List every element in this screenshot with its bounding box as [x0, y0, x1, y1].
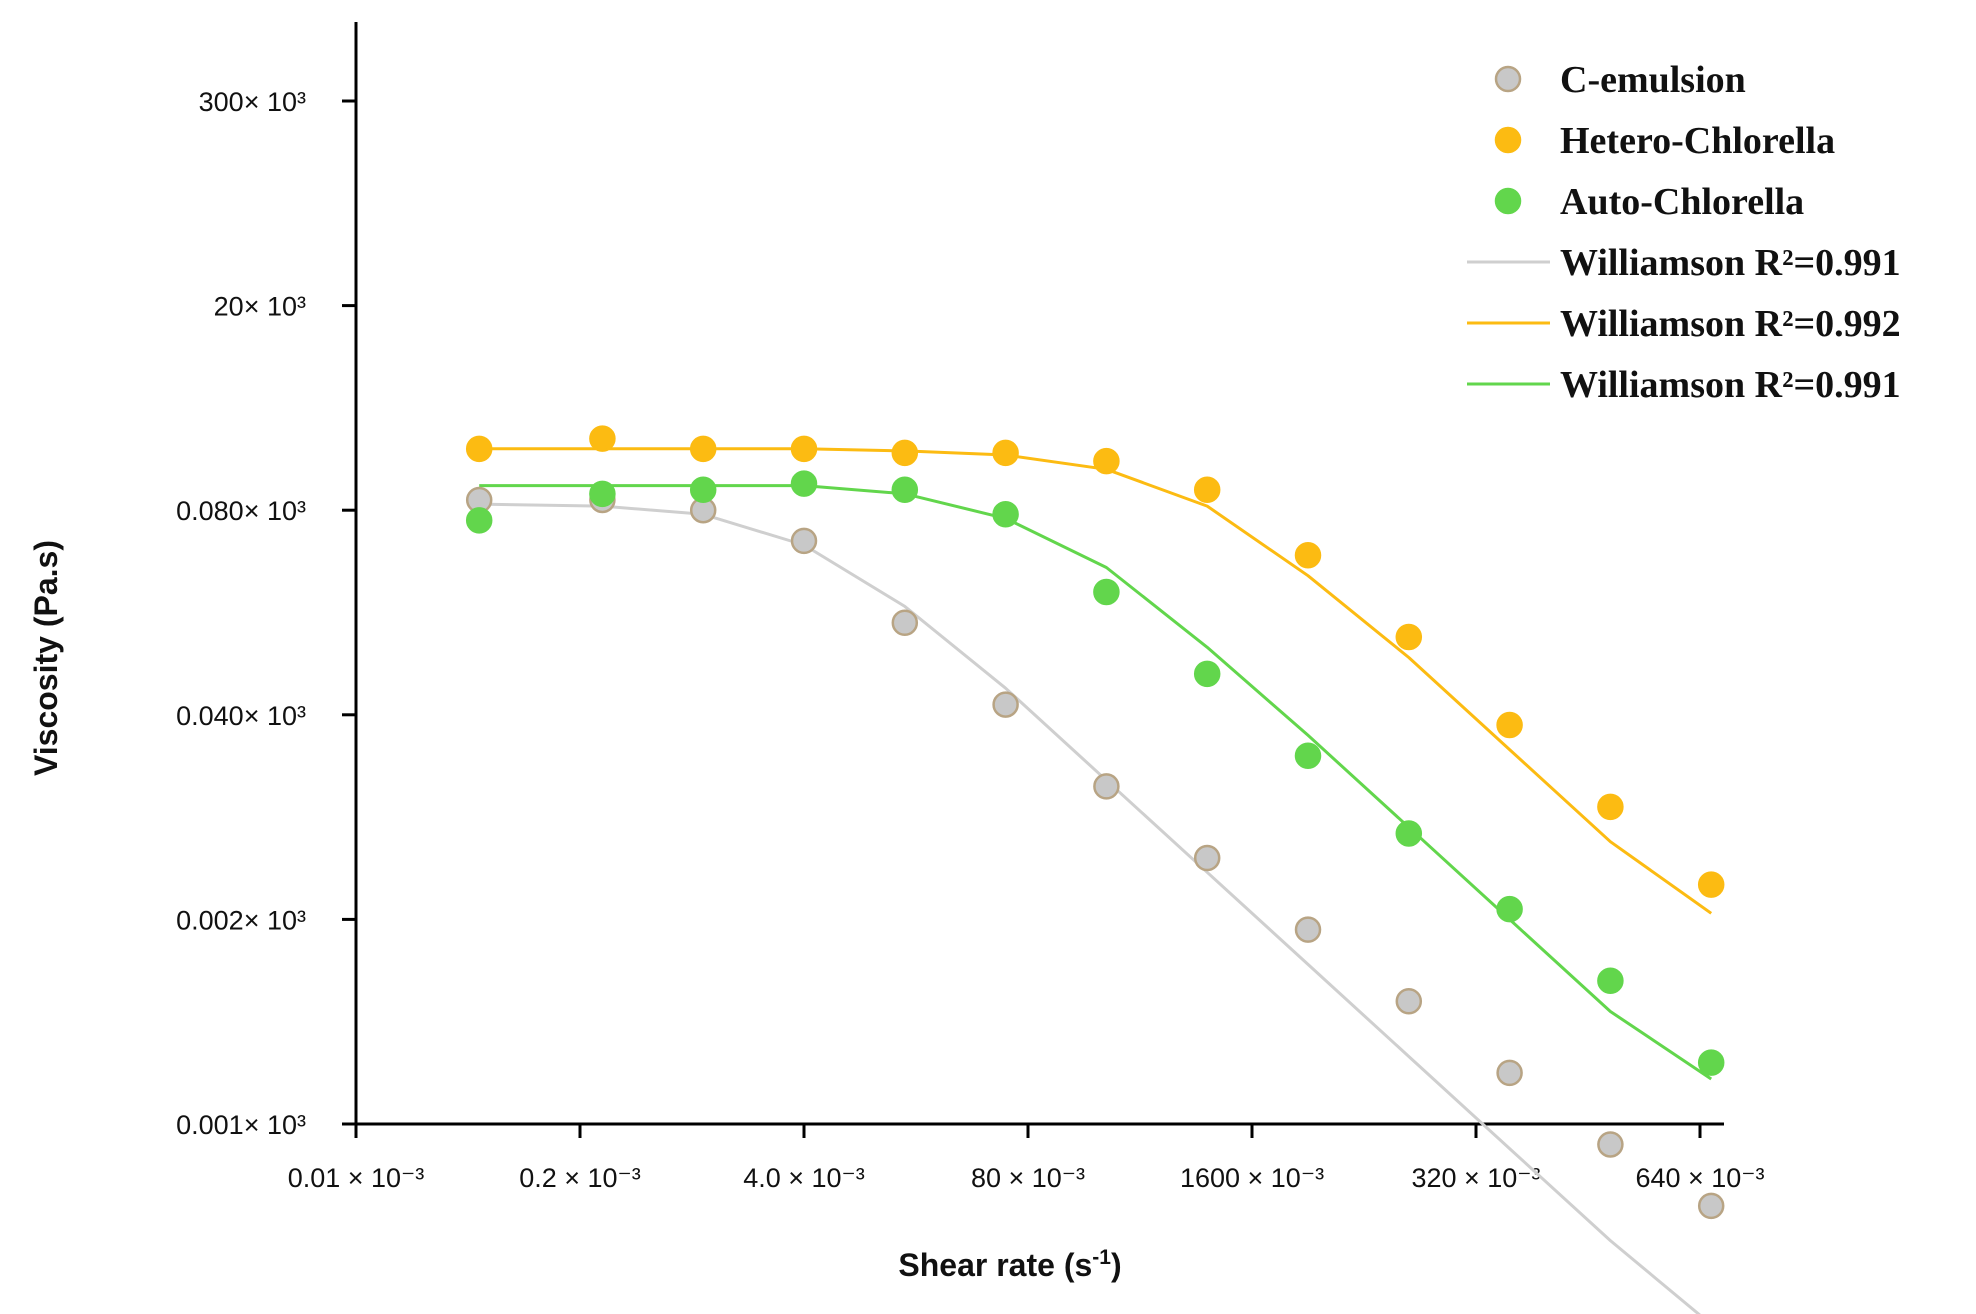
point-auto-chlorella [1697, 1049, 1725, 1076]
y-tick-number: 0.001 [176, 1110, 244, 1140]
x-tick-label: 320 × 10⁻³ [1411, 1163, 1540, 1193]
x-tick-suffix: × 10⁻³ [348, 1163, 425, 1193]
x-tick-number: 80 [971, 1163, 1009, 1193]
x-tick-number: 0.2 [519, 1163, 564, 1193]
y-tick-number: 0.040 [176, 701, 244, 731]
point-auto-chlorella [992, 501, 1019, 528]
y-tick-label: 0.002× 10³ [176, 905, 306, 935]
point-hetero-chlorella [790, 435, 818, 463]
x-ticks: 0.01 × 10⁻³ 0.2 × 10⁻³ 4.0 × 10⁻³ 80 × 10⁻³… [288, 1124, 1765, 1193]
y-tick-suffix: × 10³ [244, 1110, 306, 1140]
point-hetero-chlorella [1697, 871, 1725, 898]
point-hetero-chlorella [589, 425, 616, 452]
point-c-emulsion [790, 527, 818, 555]
x-tick-label: 0.2 × 10⁻³ [519, 1163, 641, 1193]
point-hetero-chlorella [1294, 541, 1322, 569]
point-c-emulsion [1697, 1192, 1725, 1220]
x-tick-number: 320 [1411, 1163, 1464, 1193]
legend-label: Williamson R²=0.991 [1560, 242, 1901, 284]
y-tick-label: 0.040× 10³ [176, 701, 306, 731]
point-hetero-chlorella [1597, 793, 1624, 821]
point-c-emulsion [1597, 1131, 1624, 1158]
point-c-emulsion [891, 609, 919, 636]
x-tick-label: 0.01 × 10⁻³ [288, 1163, 425, 1193]
legend-label: C-emulsion [1560, 59, 1746, 101]
x-tick-number: 1600 [1180, 1163, 1248, 1193]
legend-label: Williamson R²=0.992 [1560, 303, 1901, 345]
point-c-emulsion [1496, 1059, 1523, 1087]
y-tick-suffix: × 10³ [244, 87, 306, 117]
point-hetero-chlorella [1093, 447, 1120, 475]
point-c-emulsion [1294, 916, 1322, 943]
point-hetero-chlorella [891, 439, 919, 467]
point-auto-chlorella [465, 507, 493, 534]
point-auto-chlorella [1093, 578, 1120, 606]
legend-label: Auto-Chlorella [1560, 181, 1804, 223]
legend-label: Hetero-Chlorella [1560, 120, 1835, 162]
point-c-emulsion [992, 691, 1019, 718]
point-c-emulsion [1093, 773, 1120, 800]
legend-marker [1494, 65, 1522, 93]
point-c-emulsion [1193, 844, 1221, 872]
point-auto-chlorella [1597, 967, 1624, 995]
legend: C-emulsion Hetero-Chlorella Auto-Chlorella… [1467, 59, 1901, 406]
y-tick-label: 300× 10³ [199, 87, 306, 117]
x-tick-label: 1600 × 10⁻³ [1180, 1163, 1324, 1193]
y-tick-suffix: × 10³ [244, 496, 306, 526]
y-tick-number: 0.080 [176, 496, 244, 526]
point-hetero-chlorella [1193, 476, 1221, 503]
point-hetero-chlorella [1395, 623, 1423, 651]
fit-line-4 [479, 447, 1713, 915]
point-auto-chlorella [891, 476, 919, 503]
x-tick-number: 0.01 [288, 1163, 348, 1193]
y-tick-label: 20× 10³ [214, 292, 306, 322]
x-tick-number: 640 [1635, 1163, 1688, 1193]
y-tick-suffix: × 10³ [244, 905, 306, 935]
y-tick-label: 0.080× 10³ [176, 496, 306, 526]
data-points [465, 425, 1725, 1220]
point-hetero-chlorella [689, 435, 717, 463]
point-auto-chlorella [1496, 895, 1523, 923]
x-tick-label: 80 × 10⁻³ [971, 1163, 1085, 1193]
x-tick-label: 4.0 × 10⁻³ [743, 1163, 865, 1193]
legend-marker [1494, 187, 1522, 215]
axes [354, 22, 1724, 1126]
x-tick-label: 640 × 10⁻³ [1635, 1163, 1764, 1193]
x-tick-suffix: × 10⁻³ [1009, 1163, 1086, 1193]
point-c-emulsion [1395, 987, 1423, 1015]
x-axis-title: Shear rate (s-1) [898, 1246, 1121, 1283]
point-auto-chlorella [1294, 742, 1322, 769]
legend-marker [1494, 126, 1522, 154]
point-hetero-chlorella [465, 435, 493, 463]
point-hetero-chlorella [1496, 711, 1523, 739]
x-tick-number: 4.0 [743, 1163, 788, 1193]
y-tick-number: 300 [199, 87, 244, 117]
y-tick-number: 20 [214, 292, 244, 322]
point-auto-chlorella [689, 476, 717, 503]
point-auto-chlorella [1193, 660, 1221, 688]
point-auto-chlorella [790, 470, 818, 497]
y-tick-suffix: × 10³ [244, 292, 306, 322]
x-tick-suffix: × 10⁻³ [788, 1163, 865, 1193]
point-hetero-chlorella [992, 439, 1019, 467]
x-tick-suffix: × 10⁻³ [1464, 1163, 1541, 1193]
x-tick-suffix: × 10⁻³ [1688, 1163, 1765, 1193]
y-tick-number: 0.002 [176, 905, 244, 935]
point-auto-chlorella [589, 480, 616, 508]
y-tick-label: 0.001× 10³ [176, 1110, 306, 1140]
x-tick-suffix: × 10⁻³ [564, 1163, 641, 1193]
y-axis-title: Viscosity (Pa.s) [28, 540, 64, 776]
y-tick-suffix: × 10³ [244, 701, 306, 731]
point-auto-chlorella [1395, 820, 1423, 847]
x-tick-suffix: × 10⁻³ [1248, 1163, 1325, 1193]
legend-label: Williamson R²=0.991 [1560, 364, 1901, 406]
